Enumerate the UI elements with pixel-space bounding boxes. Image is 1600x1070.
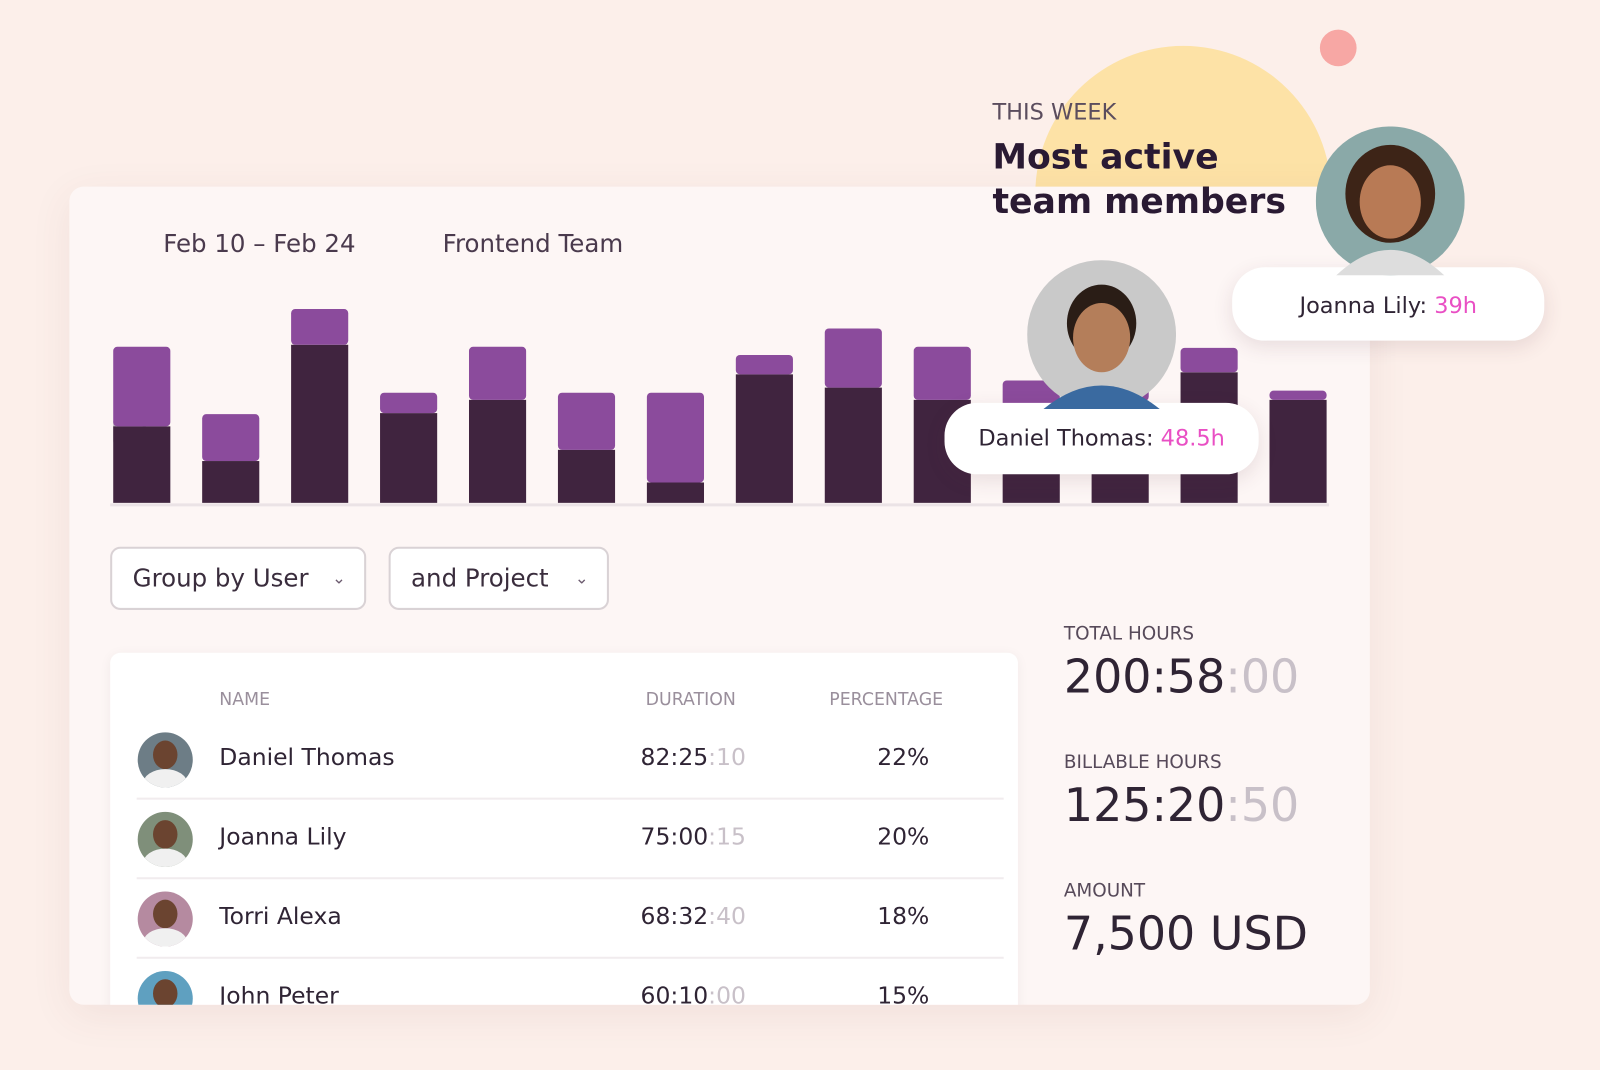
stat-label: BILLABLE HOURS [1063, 751, 1222, 774]
bar-segment [1269, 399, 1327, 503]
stat-label: TOTAL HOURS [1063, 623, 1195, 645]
stat-label: AMOUNT [1063, 880, 1146, 902]
percentage: 22% [877, 744, 930, 772]
bar-segment [113, 426, 171, 503]
bar-segment [380, 392, 438, 414]
duration-main: 60:10 [640, 983, 709, 1005]
member-name: Joanna Lily: [1299, 293, 1428, 320]
bar-segment [1269, 390, 1327, 400]
highlight-title: Most active team members [992, 135, 1286, 225]
member-bubble: Daniel Thomas: 48.5h [944, 402, 1259, 475]
team-name[interactable]: Frontend Team [442, 229, 624, 259]
bar-segment [202, 414, 260, 462]
bar-segment [557, 392, 616, 450]
chevron: ⌄ [332, 568, 346, 588]
bar-segment [291, 344, 349, 503]
stat-value-main: 125:20 [1063, 778, 1226, 833]
user-name: John Peter [219, 983, 339, 1005]
stat-value-dim: :50 [1225, 778, 1300, 833]
avatar [137, 971, 193, 1005]
row-separator [136, 877, 1004, 880]
percentage: 15% [877, 983, 930, 1005]
bar-segment [291, 309, 349, 345]
group-by-dropdown[interactable]: Group by User ⌄ [110, 546, 367, 610]
eyebrow: THIS WEEK [992, 99, 1117, 126]
bar-segment [1180, 347, 1238, 373]
user-name: Torri Alexa [219, 903, 342, 931]
column-header: DURATION [645, 689, 736, 710]
duration: 60:10:00 [641, 983, 746, 1004]
stat-value: 125:20:50 [1064, 778, 1299, 832]
member-name: Daniel Thomas: [978, 426, 1154, 452]
duration: 82:25:10 [641, 745, 746, 772]
bar-segment [824, 387, 882, 503]
decor-dot [1319, 29, 1357, 67]
duration-seconds: :15 [708, 824, 746, 851]
bar-segment [468, 399, 527, 503]
duration-main: 82:25 [640, 744, 709, 772]
avatar [137, 811, 193, 867]
bar-segment [913, 346, 971, 400]
and-by-dropdown[interactable]: and Project ⌄ [388, 546, 609, 610]
avatar [1315, 126, 1465, 276]
bar-segment [380, 413, 438, 503]
duration-seconds: :40 [708, 903, 746, 931]
percentage: 18% [877, 903, 930, 931]
duration-seconds: :00 [708, 983, 746, 1005]
table-clip: NAME DURATION PERCENTAGE Daniel Thomas 82… [69, 187, 1370, 1005]
title-line: Most active [992, 136, 1219, 178]
bar-segment [113, 346, 171, 427]
bar-segment [646, 482, 705, 503]
dropdown-label: and Project [411, 564, 549, 593]
avatar [1027, 260, 1177, 410]
percentage: 20% [877, 824, 930, 851]
column-header: PERCENTAGE [829, 689, 944, 710]
row-separator [136, 956, 1004, 959]
member-hours: 39h [1434, 293, 1477, 320]
stat-value: 7,500 USD [1064, 907, 1308, 961]
bar-segment [824, 328, 882, 388]
date-range[interactable]: Feb 10 – Feb 24 [163, 229, 356, 259]
duration-main: 75:00 [640, 824, 709, 851]
stat-value: 200:58:00 [1064, 650, 1299, 704]
dropdown-label: Group by User [132, 564, 309, 593]
stat-value-dim: :00 [1225, 649, 1300, 704]
chevron: ⌄ [574, 568, 589, 588]
user-name: Daniel Thomas [219, 744, 395, 772]
bar-segment [735, 374, 793, 503]
bar-segment [557, 449, 616, 503]
column-header: NAME [219, 689, 271, 710]
duration-main: 68:32 [640, 903, 709, 931]
row-separator [136, 797, 1004, 800]
member-hours: 48.5h [1160, 426, 1225, 452]
title-line: team members [992, 181, 1287, 223]
bar-segment [468, 346, 527, 400]
stat-value-main: 200:58 [1063, 649, 1226, 704]
duration-seconds: :10 [708, 744, 746, 772]
avatar [137, 732, 193, 788]
user-table: NAME DURATION PERCENTAGE Daniel Thomas 82… [110, 652, 1018, 1005]
duration: 75:00:15 [641, 824, 746, 851]
bar-segment [646, 392, 705, 483]
avatar [137, 891, 193, 947]
member-bubble: Joanna Lily: 39h [1232, 267, 1545, 341]
user-name: Joanna Lily [219, 824, 347, 851]
bar-segment [735, 354, 793, 375]
bar-segment [202, 461, 260, 503]
stat-value-main: 7,500 USD [1063, 906, 1308, 961]
duration: 68:32:40 [641, 904, 746, 931]
